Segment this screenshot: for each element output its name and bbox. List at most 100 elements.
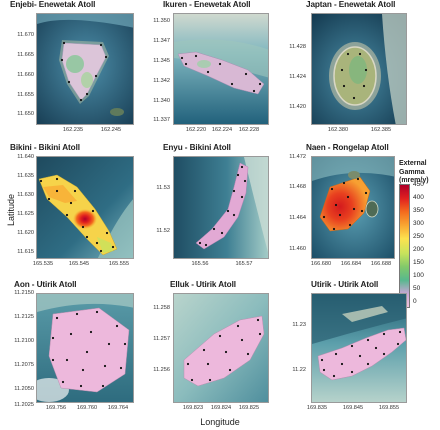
x-tick: 162.228 — [238, 127, 260, 133]
island-shape — [48, 307, 130, 393]
sample-point — [206, 362, 210, 366]
island-shape — [195, 162, 249, 250]
sample-point — [340, 68, 344, 72]
sample-point — [55, 189, 59, 193]
x-tick: 162.220 — [185, 127, 207, 133]
island-shape — [319, 176, 371, 232]
sample-point — [358, 354, 362, 358]
y-tick: 11.428 — [289, 44, 306, 50]
sample-point — [79, 384, 83, 388]
panel-title-ikuren: Ikuren - Enewetak Atoll — [163, 0, 251, 9]
x-tick: 169.845 — [342, 405, 364, 411]
sample-point — [346, 52, 350, 56]
dose-hotspot — [73, 209, 97, 229]
sample-points — [186, 318, 262, 382]
longitude-axis-label: Longitude — [200, 417, 240, 427]
sample-point — [94, 74, 98, 78]
y-tick: 11.345 — [153, 58, 170, 64]
panel-title-bikini: Bikini - Bikini Atoll — [10, 143, 80, 152]
panel-title-elluk: Elluk - Utirik Atoll — [170, 280, 236, 289]
sample-point — [218, 334, 222, 338]
sample-point — [352, 207, 356, 211]
sample-point — [258, 332, 262, 336]
sample-point — [104, 55, 108, 59]
legend-color-bar — [399, 184, 410, 308]
sample-point — [332, 227, 336, 231]
sample-points — [180, 54, 262, 93]
legend-tick: 0 — [413, 298, 417, 305]
legend-tick: 150 — [413, 259, 424, 266]
sample-point — [366, 338, 370, 342]
sample-point — [246, 352, 250, 356]
x-tick: 169.835 — [306, 405, 328, 411]
sample-point — [65, 213, 69, 217]
sample-point — [204, 243, 208, 247]
sample-point — [334, 352, 338, 356]
y-tick: 11.2150 — [14, 290, 34, 296]
sample-point — [230, 82, 234, 86]
sample-points — [51, 310, 127, 388]
y-tick: 11.620 — [17, 230, 34, 236]
sample-point — [180, 56, 184, 60]
y-tick: 11.342 — [153, 78, 170, 84]
x-tick: 166.688 — [370, 261, 392, 267]
dose-hotspot — [197, 60, 211, 68]
legend-tick: 200 — [413, 246, 424, 253]
sample-point — [186, 362, 190, 366]
sample-points — [320, 330, 402, 378]
sample-point — [115, 324, 119, 328]
panel-title-utirik: Utirik - Utirik Atoll — [311, 280, 379, 289]
sample-point — [382, 352, 386, 356]
sample-point — [342, 181, 346, 185]
sample-point — [69, 201, 73, 205]
sample-point — [334, 203, 338, 207]
sample-point — [360, 209, 364, 213]
x-tick: 169.824 — [210, 405, 232, 411]
x-tick: 165.535 — [32, 261, 54, 267]
sample-point — [220, 231, 224, 235]
x-tick: 169.855 — [378, 405, 400, 411]
sample-point — [346, 195, 350, 199]
legend-tick: 450 — [413, 181, 424, 188]
sample-point — [256, 318, 260, 322]
legend-title-line: Gamma — [399, 168, 425, 176]
sample-point — [55, 177, 59, 181]
sample-point — [232, 213, 236, 217]
y-tick: 11.655 — [17, 92, 34, 98]
sample-point — [240, 165, 244, 169]
map-utirik — [311, 293, 407, 403]
sample-point — [240, 195, 244, 199]
y-tick: 11.665 — [17, 52, 34, 58]
sample-point — [202, 348, 206, 352]
y-tick: 11.2100 — [14, 338, 34, 344]
sample-point — [67, 80, 71, 84]
y-tick: 11.635 — [17, 173, 34, 179]
sample-point — [39, 179, 43, 183]
sample-points — [340, 52, 368, 100]
y-tick: 11.650 — [17, 111, 34, 117]
y-tick: 11.347 — [153, 38, 170, 44]
sample-point — [342, 84, 346, 88]
map-bikini — [36, 156, 134, 259]
sample-point — [340, 362, 344, 366]
island-shape — [183, 315, 265, 387]
y-tick: 11.460 — [289, 246, 306, 252]
sample-point — [198, 241, 202, 245]
sample-point — [60, 58, 64, 62]
y-tick: 11.53 — [156, 185, 170, 191]
y-tick: 11.640 — [17, 154, 34, 160]
y-tick: 11.472 — [289, 154, 306, 160]
x-tick: 165.555 — [108, 261, 130, 267]
legend-tick: 400 — [413, 194, 424, 201]
sample-point — [47, 197, 51, 201]
sample-point — [322, 215, 326, 219]
x-tick: 165.545 — [68, 261, 90, 267]
x-tick: 169.823 — [182, 405, 204, 411]
y-tick: 11.630 — [17, 192, 34, 198]
sample-point — [119, 366, 123, 370]
sample-point — [81, 225, 85, 229]
sample-point — [107, 342, 111, 346]
sample-point — [398, 330, 402, 334]
sample-point — [330, 187, 334, 191]
sample-point — [65, 358, 69, 362]
